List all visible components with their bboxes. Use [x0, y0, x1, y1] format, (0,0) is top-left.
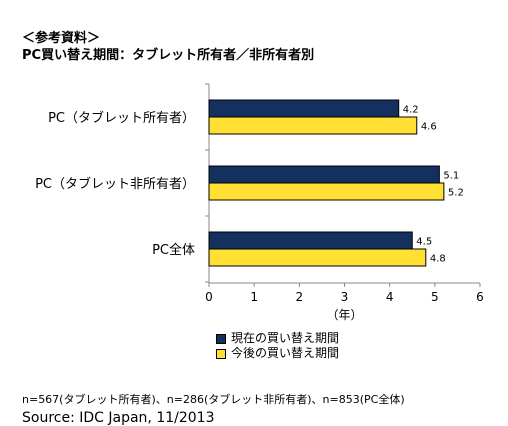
- data-label: 5.1: [443, 171, 459, 182]
- legend-item-current: 現在の買い替え期間: [216, 331, 339, 346]
- legend: 現在の買い替え期間 今後の買い替え期間: [216, 331, 339, 361]
- legend-label-future: 今後の買い替え期間: [231, 346, 340, 360]
- legend-item-future: 今後の買い替え期間: [216, 346, 339, 361]
- data-label: 4.2: [403, 105, 419, 116]
- legend-swatch-future: [216, 348, 226, 359]
- legend-swatch-current: [216, 333, 226, 344]
- x-tick-label: 2: [296, 290, 304, 304]
- footnote: n=567(タブレット所有者)、n=286(タブレット非所有者)、n=853(P…: [22, 393, 405, 406]
- x-tick-label: 5: [431, 290, 439, 304]
- bar-current: [208, 165, 440, 184]
- x-tick-label: 0: [205, 290, 213, 304]
- bar-future: [208, 248, 427, 267]
- x-tick-label: 4: [386, 290, 394, 304]
- data-label: 5.2: [448, 188, 464, 199]
- x-tick-label: 6: [476, 290, 484, 304]
- category-label: PC（タブレット非所有者）: [35, 176, 195, 192]
- data-label: 4.8: [430, 254, 446, 265]
- data-label: 4.6: [421, 122, 437, 133]
- legend-label-current: 現在の買い替え期間: [231, 331, 340, 345]
- bar-future: [208, 116, 418, 135]
- chart-title: PC買い替え期間：タブレット所有者／非所有者別: [22, 48, 315, 63]
- category-label: PC（タブレット所有者）: [48, 110, 195, 126]
- chart-subtitle: ＜参考資料＞: [22, 31, 101, 46]
- x-tick-label: 3: [341, 290, 349, 304]
- x-tick-label: 1: [250, 290, 258, 304]
- data-label: 4.5: [416, 237, 432, 248]
- category-label: PC全体: [152, 242, 195, 258]
- x-axis-label: （年）: [326, 308, 362, 322]
- header: ＜参考資料＞ PC買い替え期間：タブレット所有者／非所有者別: [22, 30, 314, 64]
- bar-future: [208, 182, 445, 201]
- bar-current: [208, 99, 400, 118]
- source-note: Source: IDC Japan, 11/2013: [22, 410, 215, 426]
- bar-current: [208, 231, 413, 250]
